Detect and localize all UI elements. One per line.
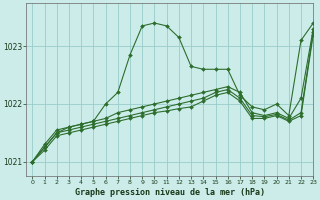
X-axis label: Graphe pression niveau de la mer (hPa): Graphe pression niveau de la mer (hPa) <box>75 188 265 197</box>
